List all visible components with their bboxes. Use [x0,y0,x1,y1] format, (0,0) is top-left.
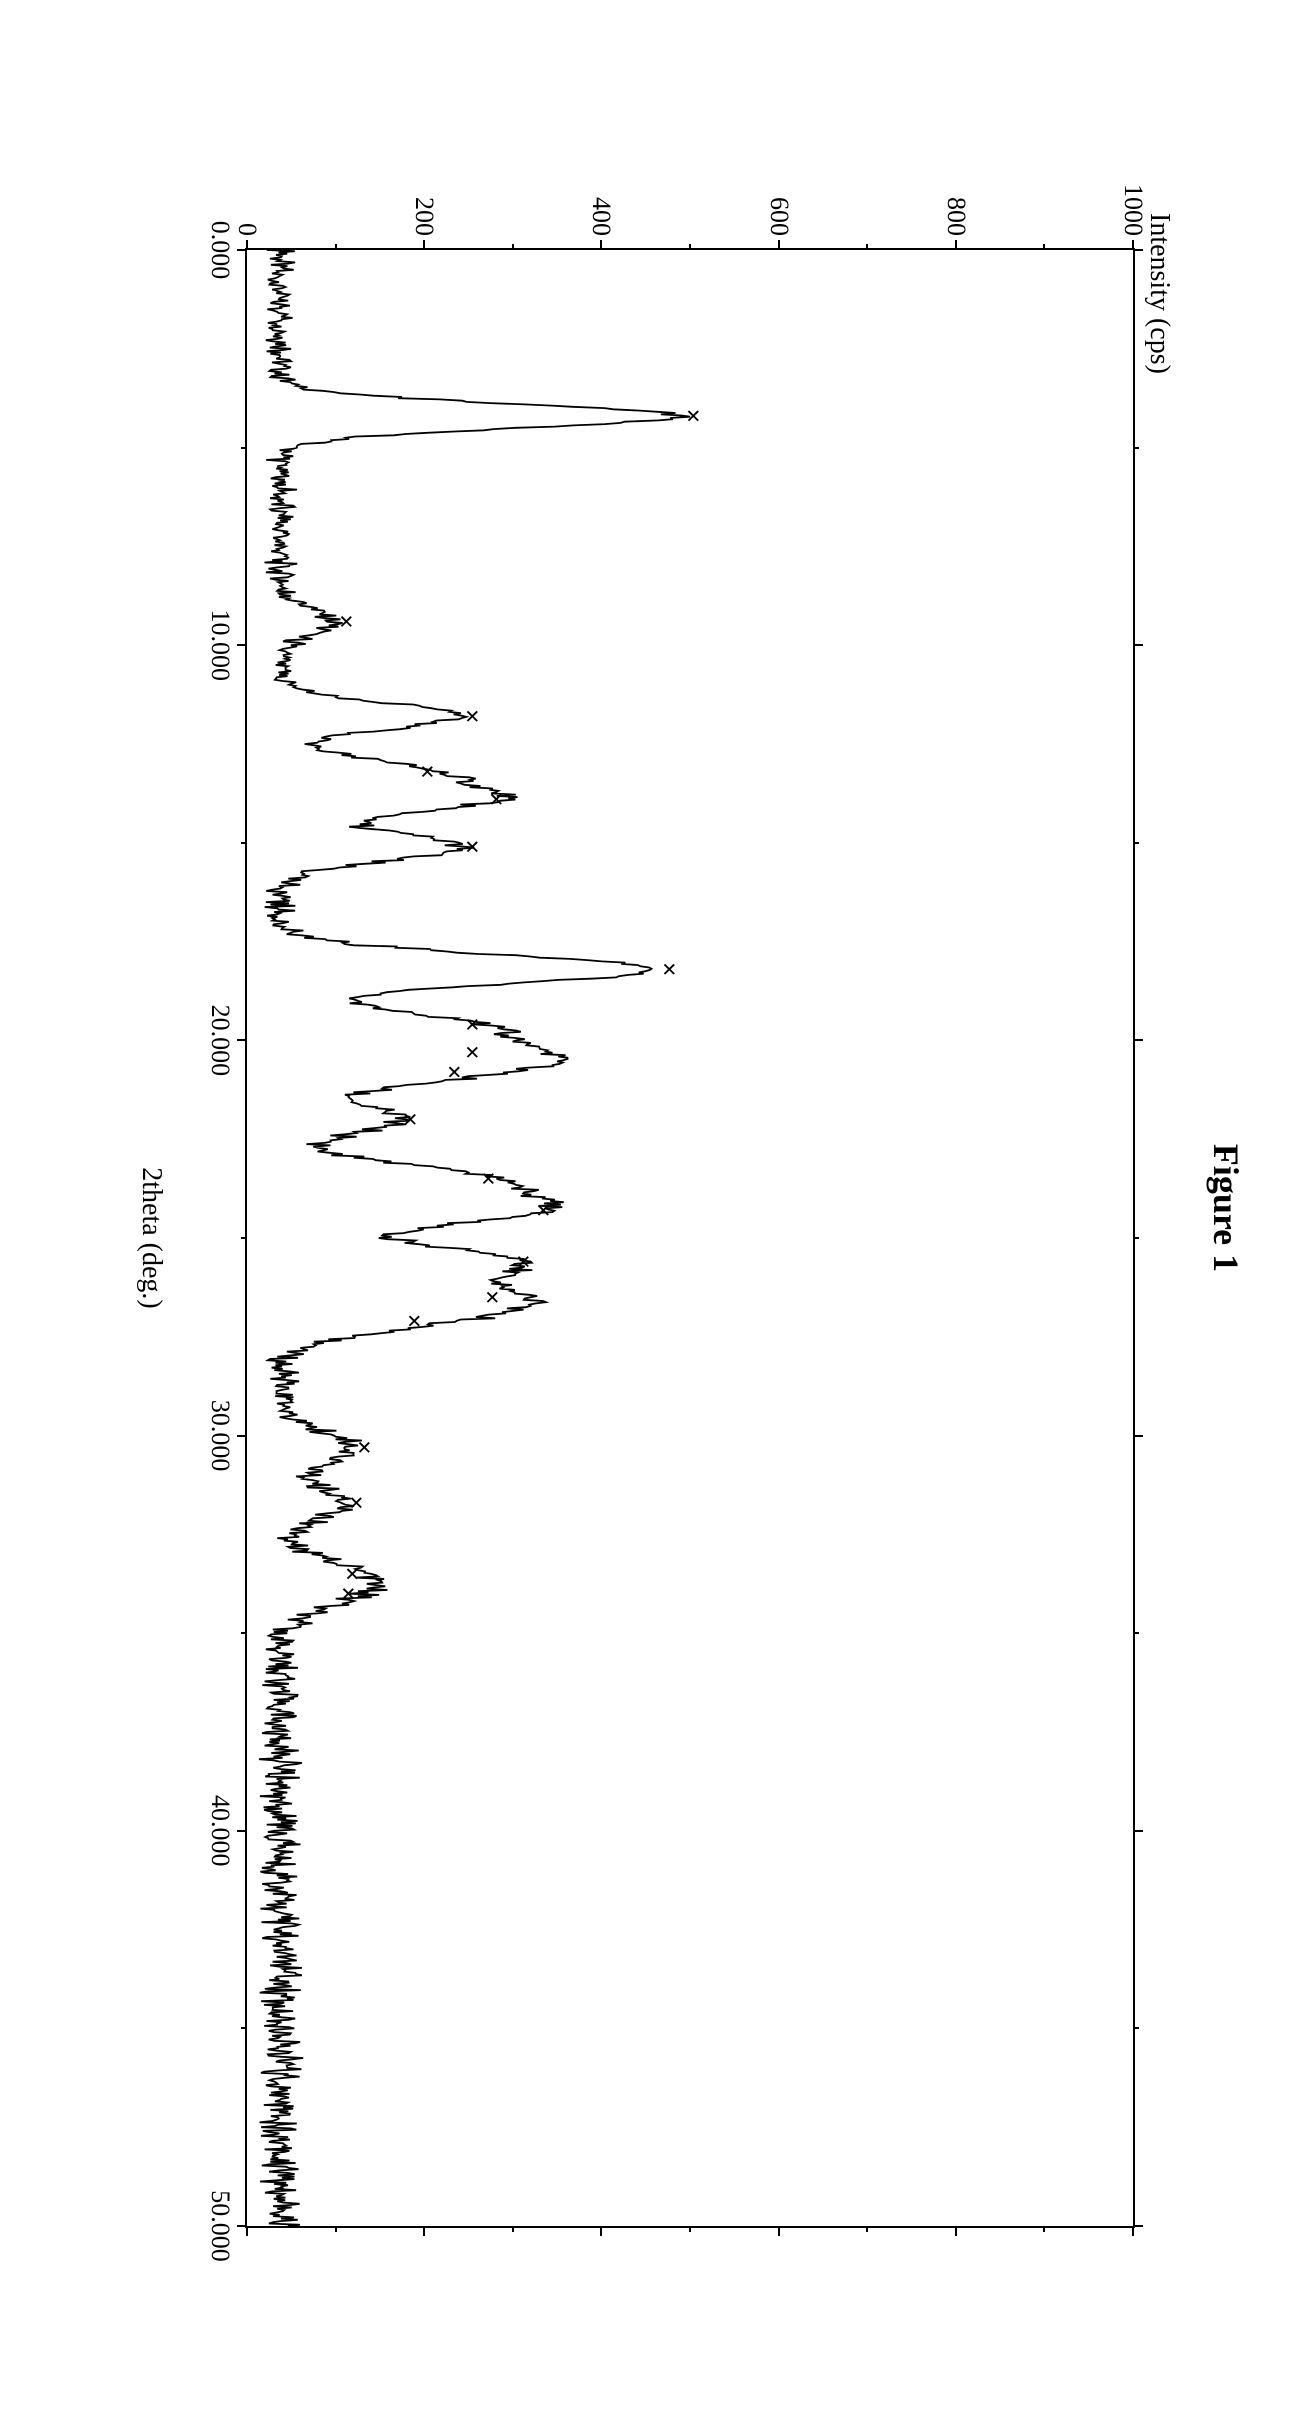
ytick-label: 200 [409,146,439,236]
ytick-major-left [423,240,425,250]
xtick-label: 50.000 [205,2190,235,2262]
xtick-label: 30.000 [205,1400,235,1472]
xtick-minor-top [1133,2027,1139,2029]
ytick-major-left [600,240,602,250]
xtick-major-top [1133,1039,1143,1041]
xrd-chart: Intensity (cps) 020040060080010000.00010… [145,108,1165,2308]
ytick-minor-left [511,244,513,250]
xtick-minor-bottom [241,2027,247,2029]
xtick-label: 10.000 [205,609,235,681]
xtick-major-top [1133,249,1143,251]
y-axis-label: Intensity (cps) [1143,213,1175,374]
xtick-major-bottom [237,2225,247,2227]
figure-title: Figure 1 [1205,108,1247,2308]
figure-rotated-wrap: Figure 1 Intensity (cps) 020040060080010… [67,108,1247,2308]
xtick-major-bottom [237,644,247,646]
xtick-major-top [1133,644,1143,646]
xtick-major-top [1133,2225,1143,2227]
ytick-minor-right [866,2226,868,2232]
xtick-minor-top [1133,1237,1139,1239]
diffraction-pattern-svg [247,250,1133,2226]
xtick-label: 40.000 [205,1795,235,1867]
diffraction-trace [259,250,690,2226]
ytick-minor-left [1043,244,1045,250]
xtick-minor-bottom [241,1632,247,1634]
x-axis-label: 2theta (deg.) [135,248,167,2228]
xtick-minor-top [1133,842,1139,844]
ytick-major-right [423,2226,425,2236]
ytick-minor-right [1043,2226,1045,2232]
ytick-major-right [600,2226,602,2236]
ytick-label: 0 [232,146,262,236]
ytick-label: 1000 [1118,146,1148,236]
xtick-label: 0.000 [205,221,235,280]
xtick-minor-bottom [241,1237,247,1239]
ytick-minor-left [866,244,868,250]
ytick-minor-right [689,2226,691,2232]
ytick-minor-left [689,244,691,250]
xtick-minor-top [1133,1632,1139,1634]
xtick-major-top [1133,1435,1143,1437]
xtick-major-bottom [237,1039,247,1041]
ytick-minor-right [511,2226,513,2232]
plot-box: 020040060080010000.00010.00020.00030.000… [245,248,1135,2228]
ytick-label: 600 [763,146,793,236]
page: Figure 1 Intensity (cps) 020040060080010… [0,0,1313,2416]
xtick-minor-bottom [241,842,247,844]
xtick-major-top [1133,1830,1143,1832]
ytick-major-right [246,2226,248,2236]
ytick-label: 400 [586,146,616,236]
xtick-major-bottom [237,249,247,251]
ytick-minor-right [334,2226,336,2232]
xtick-major-bottom [237,1830,247,1832]
ytick-major-left [777,240,779,250]
ytick-major-right [777,2226,779,2236]
ytick-minor-left [334,244,336,250]
ytick-major-right [954,2226,956,2236]
xtick-minor-top [1133,447,1139,449]
xtick-minor-bottom [241,447,247,449]
xtick-major-bottom [237,1435,247,1437]
ytick-major-left [954,240,956,250]
xtick-label: 20.000 [205,1005,235,1077]
ytick-major-right [1132,2226,1134,2236]
ytick-label: 800 [940,146,970,236]
